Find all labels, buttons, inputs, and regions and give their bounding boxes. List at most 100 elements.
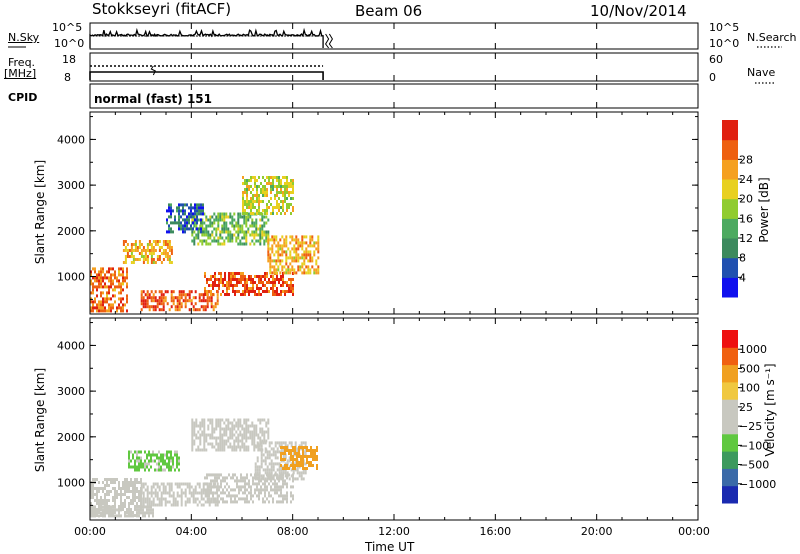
power-echo-cell bbox=[188, 212, 190, 216]
velocity-echo-cell bbox=[96, 511, 98, 514]
nave-label: Nave bbox=[747, 66, 776, 79]
velocity-echo-cell bbox=[227, 421, 230, 425]
velocity-echo-cell bbox=[230, 488, 232, 492]
power-echo-cell bbox=[247, 227, 250, 231]
velocity-echo-cell bbox=[302, 477, 305, 481]
velocity-echo-cell bbox=[302, 449, 304, 452]
velocity-echo-cell bbox=[191, 439, 194, 443]
power-echo-cell bbox=[168, 230, 170, 234]
velocity-echo-cell bbox=[118, 508, 120, 511]
power-echo-cell bbox=[104, 285, 106, 289]
velocity-echo-cell bbox=[122, 505, 124, 509]
power-echo-cell bbox=[256, 194, 258, 197]
velocity-echo-cell bbox=[158, 497, 161, 501]
power-echo-cell bbox=[98, 309, 100, 313]
velocity-echo-cell bbox=[250, 494, 252, 498]
velocity-echo-cell bbox=[184, 503, 187, 507]
power-echo-cell bbox=[274, 194, 276, 197]
power-echo-cell bbox=[297, 238, 300, 242]
velocity-echo-cell bbox=[286, 500, 288, 504]
velocity-echo-cell bbox=[296, 447, 299, 451]
power-echo-cell bbox=[270, 182, 272, 185]
nave-tick-bottom: 0 bbox=[709, 71, 716, 84]
velocity-echo-cell bbox=[148, 497, 151, 501]
power-echo-cell bbox=[122, 267, 124, 271]
power-echo-cell bbox=[267, 233, 270, 237]
power-echo-cell bbox=[176, 308, 179, 312]
power-echo-cell bbox=[242, 212, 244, 215]
power-echo-cell bbox=[166, 255, 169, 258]
power-echo-cell bbox=[307, 265, 310, 269]
power-echo-cell bbox=[240, 293, 242, 296]
power-echo-cell bbox=[261, 233, 264, 237]
velocity-echo-cell bbox=[256, 441, 259, 445]
velocity-echo-cell bbox=[136, 478, 138, 481]
power-echo-cell bbox=[200, 293, 203, 297]
velocity-echo-cell bbox=[286, 497, 288, 501]
velocity-echo-cell bbox=[201, 433, 204, 437]
velocity-echo-cell bbox=[216, 488, 218, 492]
power-echo-cell bbox=[223, 224, 226, 228]
velocity-echo-cell bbox=[118, 484, 120, 487]
velocity-echo-cell bbox=[274, 462, 277, 466]
power-echo-cell bbox=[168, 206, 170, 210]
power-echo-cell bbox=[285, 241, 288, 245]
velocity-echo-cell bbox=[172, 462, 174, 466]
power-echo-cell bbox=[201, 239, 204, 243]
velocity-echo-cell bbox=[211, 430, 214, 434]
velocity-echo-cell bbox=[284, 494, 286, 498]
velocity-echo-cell bbox=[144, 459, 146, 463]
power-echo-cell bbox=[240, 272, 242, 275]
power-echo-cell bbox=[126, 294, 128, 298]
velocity-echo-cell bbox=[216, 479, 218, 483]
velocity-echo-cell bbox=[266, 450, 269, 454]
power-echo-cell bbox=[251, 221, 254, 225]
power-echo-cell bbox=[232, 278, 234, 281]
power-echo-cell bbox=[292, 278, 294, 281]
power-echo-cell bbox=[102, 306, 104, 310]
power-echo-cell bbox=[290, 197, 292, 200]
power-echo-cell bbox=[154, 299, 157, 303]
velocity-echo-cell bbox=[222, 488, 224, 492]
power-echo-cell bbox=[214, 275, 216, 278]
power-echo-cell bbox=[120, 297, 122, 301]
power-echo-cell bbox=[284, 182, 286, 185]
velocity-echo-cell bbox=[134, 459, 136, 463]
power-echo-cell bbox=[124, 276, 126, 280]
power-echo-cell bbox=[124, 255, 127, 258]
power-echo-cell bbox=[260, 293, 262, 296]
power-echo-cell bbox=[282, 290, 284, 293]
velocity-colorbar-segment bbox=[722, 485, 738, 504]
power-echo-cell bbox=[289, 256, 292, 260]
power-echo-cell bbox=[282, 275, 284, 278]
velocity-echo-cell bbox=[164, 500, 167, 504]
velocity-echo-cell bbox=[170, 468, 172, 472]
power-echo-cell bbox=[255, 230, 258, 234]
power-echo-cell bbox=[184, 209, 186, 213]
power-echo-cell bbox=[176, 221, 178, 225]
power-echo-cell bbox=[249, 215, 252, 219]
velocity-echo-cell bbox=[308, 464, 310, 467]
power-echo-cell bbox=[250, 179, 252, 182]
velocity-echo-cell bbox=[98, 481, 100, 484]
velocity-echo-cell bbox=[142, 508, 144, 512]
velocity-echo-cell bbox=[116, 496, 118, 499]
power-echo-cell bbox=[254, 275, 256, 278]
velocity-echo-cell bbox=[234, 497, 236, 501]
velocity-echo-cell bbox=[304, 455, 306, 458]
power-echo-cell bbox=[160, 308, 163, 312]
velocity-echo-cell bbox=[253, 436, 256, 440]
velocity-echo-cell bbox=[92, 484, 94, 487]
velocity-echo-cell bbox=[278, 471, 281, 475]
velocity-echo-cell bbox=[218, 494, 220, 498]
velocity-echo-cell bbox=[116, 514, 118, 518]
power-echo-cell bbox=[162, 299, 165, 303]
velocity-echo-cell bbox=[278, 485, 280, 489]
velocity-echo-cell bbox=[253, 427, 256, 431]
power-echo-cell bbox=[204, 290, 206, 293]
velocity-echo-cell bbox=[203, 445, 206, 449]
velocity-echo-cell bbox=[158, 500, 161, 504]
velocity-echo-cell bbox=[282, 494, 284, 498]
velocity-echo-cell bbox=[130, 478, 132, 481]
velocity-echo-cell bbox=[216, 491, 218, 495]
